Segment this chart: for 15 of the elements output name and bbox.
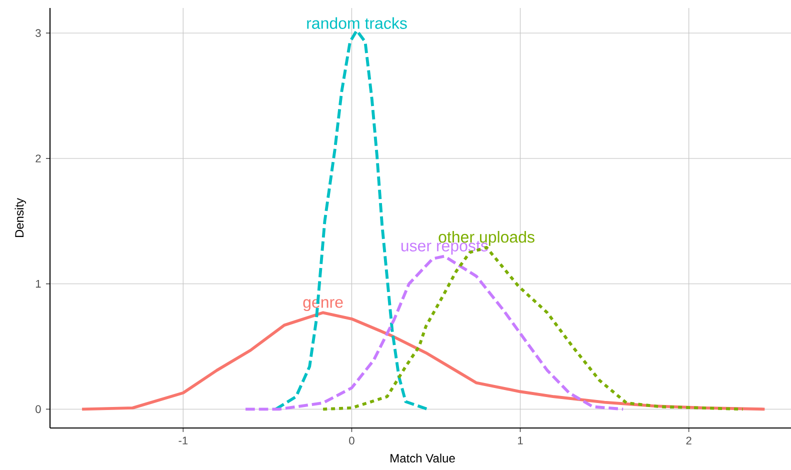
series-label: random tracks xyxy=(307,17,407,29)
series-label: genre xyxy=(303,299,343,312)
y-axis-title: Density xyxy=(14,198,26,238)
y-tick-label: 2 xyxy=(36,154,41,162)
line-series xyxy=(80,311,766,411)
y-tick-label: 3 xyxy=(36,29,41,37)
y-tick-label: 1 xyxy=(36,280,41,288)
x-tick-label: 2 xyxy=(686,436,692,444)
x-axis-title: Match Value xyxy=(390,454,455,463)
y-tick-label: 0 xyxy=(36,405,41,414)
x-tick-label: -1 xyxy=(178,436,188,444)
line-series xyxy=(244,254,625,411)
x-tick-label: 1 xyxy=(518,436,523,444)
x-tick-label: 0 xyxy=(349,436,354,445)
line-series xyxy=(274,29,430,411)
